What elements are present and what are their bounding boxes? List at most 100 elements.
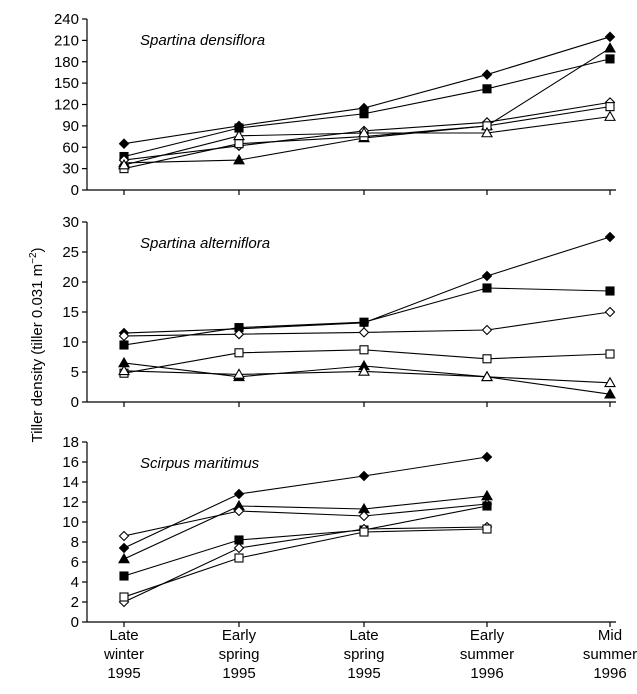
data-point-filled-square — [482, 283, 492, 293]
series-line — [123, 287, 611, 346]
data-point-open-triangle — [604, 110, 616, 121]
data-point-filled-triangle — [233, 153, 245, 165]
data-point-open-square — [119, 592, 129, 602]
panel-1: 0 30 60 90 120 150 180 210 240 Spartina densiflor… — [54, 11, 616, 199]
data-point-filled-triangle — [118, 552, 130, 564]
y-tick-label: 10 — [62, 334, 79, 351]
data-point-open-triangle — [358, 126, 370, 138]
series-6-open-square — [119, 524, 492, 602]
data-point-filled-diamond — [604, 31, 616, 43]
data-point-filled-diamond — [481, 270, 493, 282]
data-point-filled-square — [359, 317, 369, 327]
y-tick-label: 20 — [62, 274, 79, 291]
data-point-open-triangle — [118, 158, 130, 170]
series-2-filled-square — [119, 54, 615, 162]
x-axis-category-labels: Late winter 1995 Early spring 1995 Late spring 1… — [103, 627, 637, 682]
data-point-open-triangle — [604, 376, 616, 388]
data-point-filled-triangle — [481, 489, 493, 501]
data-point-filled-diamond — [481, 451, 493, 463]
data-point-open-triangle — [481, 370, 493, 382]
data-point-filled-square — [482, 84, 492, 94]
series-line — [123, 505, 488, 577]
data-point-open-diamond — [233, 542, 245, 554]
series-line — [123, 495, 488, 560]
series-2-filled-triangle — [118, 489, 493, 564]
data-point-filled-triangle — [604, 42, 616, 53]
data-point-open-square — [234, 553, 244, 563]
y-axis-label: Tiller density (tiller 0.031 m−2) — [28, 247, 46, 442]
x-category-label: Mid summer 1996 — [583, 627, 637, 682]
x-category-label: Late winter 1995 — [103, 627, 144, 682]
data-point-open-square — [234, 348, 244, 358]
data-point-open-square — [605, 102, 615, 112]
data-point-filled-diamond — [358, 470, 370, 482]
data-point-open-square — [482, 524, 492, 534]
y-axis-label-superscript: −2 — [28, 252, 39, 264]
data-point-filled-triangle — [604, 388, 616, 399]
y-tick-label: 4 — [71, 574, 79, 591]
data-point-open-triangle — [233, 129, 245, 141]
series-3-filled-triangle — [118, 42, 616, 168]
series-line — [123, 528, 488, 598]
data-point-open-square — [482, 354, 492, 364]
data-point-open-square — [605, 349, 615, 359]
y-tick-label: 12 — [62, 494, 79, 511]
y-tick-label: 5 — [71, 364, 79, 381]
series-5-filled-triangle — [118, 356, 616, 399]
data-point-open-square — [359, 345, 369, 355]
series-6-open-triangle — [118, 110, 616, 170]
panel-title: Spartina densiflora — [140, 32, 265, 49]
data-point-open-diamond — [118, 530, 130, 542]
data-point-open-triangle — [358, 365, 370, 376]
panel-3: 0 2 4 6 8 10 12 14 16 18 Scirpus maritimus — [62, 434, 616, 631]
series-line — [123, 526, 488, 603]
y-tick-label: 0 — [71, 394, 79, 411]
y-tick-label: 30 — [62, 161, 79, 178]
y-tick-label: 8 — [71, 534, 79, 551]
y-tick-label: 60 — [62, 139, 79, 156]
panel-2: 0 5 10 15 20 25 30 Spartina alterniflora — [62, 214, 616, 411]
data-point-filled-square — [119, 340, 129, 350]
data-point-open-triangle — [233, 368, 245, 379]
y-tick-label: 6 — [71, 554, 79, 571]
data-point-open-diamond — [118, 330, 130, 342]
y-tick-label: 15 — [62, 304, 79, 321]
data-point-open-diamond — [358, 327, 370, 338]
data-point-open-triangle — [118, 364, 130, 376]
series-1-filled-diamond — [118, 451, 493, 554]
y-tick-label: 30 — [62, 214, 79, 231]
series-line — [123, 36, 611, 145]
data-point-filled-square — [482, 501, 492, 511]
y-tick-label: 2 — [71, 594, 79, 611]
y-tick-label: 10 — [62, 514, 79, 531]
x-category-label: Early summer 1996 — [460, 627, 514, 682]
panel-title: Spartina alterniflora — [140, 235, 270, 252]
x-category-label: Late spring 1995 — [344, 627, 385, 682]
series-6-open-triangle — [118, 364, 616, 388]
data-point-filled-square — [605, 286, 615, 296]
data-point-filled-square — [605, 54, 615, 64]
series-line — [123, 503, 488, 537]
data-point-open-square — [359, 527, 369, 537]
y-tick-label: 0 — [71, 614, 79, 631]
data-point-filled-square — [359, 109, 369, 119]
y-tick-label: 90 — [62, 118, 79, 135]
panel-title: Scirpus maritimus — [140, 455, 260, 472]
x-category-label: Early spring 1995 — [219, 627, 260, 682]
series-line — [123, 456, 488, 549]
data-point-filled-diamond — [118, 542, 130, 554]
data-point-filled-diamond — [604, 231, 616, 243]
data-point-open-diamond — [358, 510, 370, 522]
data-point-filled-diamond — [481, 69, 493, 80]
data-point-open-diamond — [604, 306, 616, 318]
y-tick-label: 210 — [54, 32, 79, 49]
y-tick-label: 18 — [62, 434, 79, 451]
data-point-filled-square — [119, 571, 129, 581]
y-tick-label: 14 — [62, 474, 79, 491]
y-tick-label: 240 — [54, 11, 79, 28]
data-point-open-diamond — [481, 324, 493, 336]
y-tick-label: 120 — [54, 97, 79, 114]
data-point-open-diamond — [233, 505, 245, 517]
